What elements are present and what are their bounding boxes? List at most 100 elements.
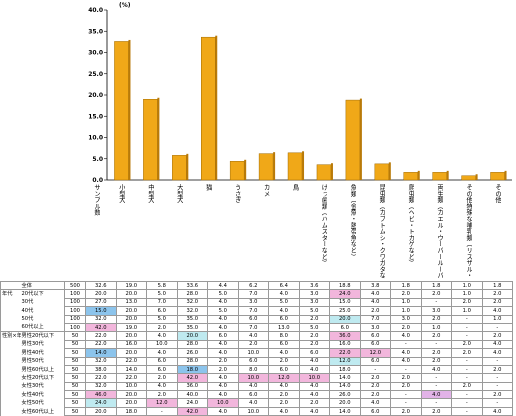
value-cell: 32.0 <box>85 381 117 392</box>
table-row: 60代以上 100 42.0 19.0 2.0 35.0 4.0 7.0 13.0 5.0 6.0 3… <box>0 322 513 333</box>
value-cell: 10.0 <box>237 348 269 358</box>
value-cell: 15.0 <box>329 297 361 308</box>
group-label: 年代 <box>0 289 21 299</box>
value-cell: 22.0 <box>115 356 147 366</box>
value-cell: 2.0 <box>298 331 330 341</box>
sample-count-cell: 500 <box>64 280 86 291</box>
group-label <box>0 382 21 391</box>
value-cell: 13.0 <box>268 322 300 333</box>
category-label-10: 爬虫類（ヘビ・トカゲなど） <box>407 184 415 266</box>
value-cell: 12.0 <box>359 348 391 358</box>
value-cell: - <box>420 398 452 408</box>
value-cell: 2.0 <box>451 339 483 350</box>
value-cell: 7.0 <box>237 322 269 333</box>
value-cell: 6.0 <box>359 356 391 366</box>
value-cell: - <box>451 356 483 366</box>
value-cell: 4.0 <box>420 364 452 375</box>
group-label <box>0 398 21 408</box>
value-cell: 2.0 <box>420 331 452 341</box>
table-row: 男性40代 50 14.0 20.0 4.0 26.0 4.0 10.0 4.0 6.0 22.0 1… <box>0 348 513 358</box>
category-label-11: 両生類（カエル・ウーパールーパーなど） <box>436 184 444 279</box>
value-cell: 4.0 <box>237 381 269 392</box>
value-cell: 4.0 <box>481 406 513 416</box>
value-cell: 4.0 <box>268 406 300 416</box>
row-label: 女性20代以下 <box>20 373 65 383</box>
value-cell: 4.0 <box>359 398 391 408</box>
bar-0 <box>114 41 129 181</box>
row-label: 20代以下 <box>20 289 65 299</box>
value-cell: 2.0 <box>481 297 513 308</box>
value-cell: - <box>451 390 483 400</box>
value-cell: - <box>420 339 452 350</box>
value-cell: 19.0 <box>115 280 147 291</box>
sample-count-cell: 100 <box>64 297 86 308</box>
value-cell: 20.0 <box>176 331 208 341</box>
value-cell: 2.0 <box>359 390 391 400</box>
value-cell: 5.0 <box>146 314 178 324</box>
value-cell: 4.0 <box>390 348 422 358</box>
value-cell: - <box>146 406 178 416</box>
value-cell: 14.0 <box>115 364 147 375</box>
table-row: 40代 100 15.0 20.0 6.0 32.0 5.0 7.0 4.0 5.0 25.0 2.0… <box>0 306 513 316</box>
value-cell: 18.0 <box>329 364 361 375</box>
value-cell: 2.0 <box>390 406 422 416</box>
y-tick-label: 15.0 <box>88 113 103 120</box>
row-label: 60代以上 <box>20 323 65 332</box>
bar-chart: 0.0 5.0 10.0 15.0 20.0 25.0 30.0 35.0 40.0 (%) <box>88 2 512 184</box>
sample-count-cell: 50 <box>64 364 86 375</box>
value-cell: - <box>451 406 483 416</box>
value-cell: 2.0 <box>207 356 239 366</box>
value-cell: 6.0 <box>359 406 391 416</box>
value-cell: 4.4 <box>207 280 239 291</box>
group-label <box>0 340 21 349</box>
table-row: 男性50代 50 32.0 22.0 6.0 28.0 2.0 6.0 2.0 4.0 12.0 6.… <box>0 356 513 366</box>
group-label <box>0 315 21 324</box>
value-cell: 4.0 <box>237 331 269 341</box>
sample-count-cell: 100 <box>64 289 86 299</box>
bar-shadow-5 <box>273 152 276 180</box>
value-cell: 2.0 <box>451 348 483 358</box>
value-cell: 36.0 <box>176 381 208 392</box>
value-cell: 1.8 <box>420 280 452 291</box>
value-cell: 5.0 <box>298 322 330 333</box>
value-cell: 6.0 <box>207 331 239 341</box>
value-cell: 1.0 <box>390 297 422 308</box>
bar-9 <box>374 163 390 181</box>
y-tick-label: 0.0 <box>92 177 103 184</box>
y-tick-label: 35.0 <box>88 28 103 35</box>
row-label: 30代 <box>20 298 65 307</box>
value-cell: 4.0 <box>298 381 330 392</box>
sample-count-cell: 50 <box>64 398 86 408</box>
value-cell: 4.0 <box>207 314 239 324</box>
category-label-8: 魚類（金魚・熱帯魚など） <box>349 184 357 260</box>
category-label-9: 昆虫類（カブトムシ・クワガタなど） <box>378 184 386 279</box>
value-cell: 4.0 <box>390 356 422 366</box>
category-label-2: 大型犬 <box>175 184 183 203</box>
value-cell: 4.0 <box>146 331 178 341</box>
table-row: 女性40代 50 46.0 20.0 2.0 40.0 4.0 6.0 2.0 4.0 26.0 2.… <box>0 390 513 400</box>
sample-count-header: サンプル数 <box>93 184 100 216</box>
sample-count-cell: 50 <box>64 373 86 383</box>
group-label <box>0 373 21 383</box>
value-cell: - <box>481 356 513 366</box>
value-cell: 4.0 <box>481 339 513 350</box>
value-cell: 20.0 <box>115 348 147 358</box>
value-cell: - <box>390 339 422 350</box>
bar-shadow-0 <box>128 39 131 181</box>
value-cell: 4.0 <box>207 322 239 333</box>
sample-count-cell: 100 <box>64 306 86 316</box>
bar-10 <box>403 172 418 181</box>
value-cell: 2.0 <box>298 339 330 350</box>
value-cell: 6.0 <box>359 339 391 350</box>
y-tick-label: 10.0 <box>88 135 103 142</box>
row-label: 男性40代 <box>20 348 65 358</box>
value-cell: 18.8 <box>329 280 361 291</box>
value-cell: 26.0 <box>329 390 361 400</box>
value-cell: 6.0 <box>268 339 300 350</box>
value-cell: 2.0 <box>420 314 452 324</box>
value-cell: 4.0 <box>146 348 178 358</box>
value-cell: 14.0 <box>329 381 361 392</box>
row-label: 40代 <box>20 306 65 316</box>
bar-12 <box>461 175 476 181</box>
value-cell: 42.0 <box>85 322 117 333</box>
